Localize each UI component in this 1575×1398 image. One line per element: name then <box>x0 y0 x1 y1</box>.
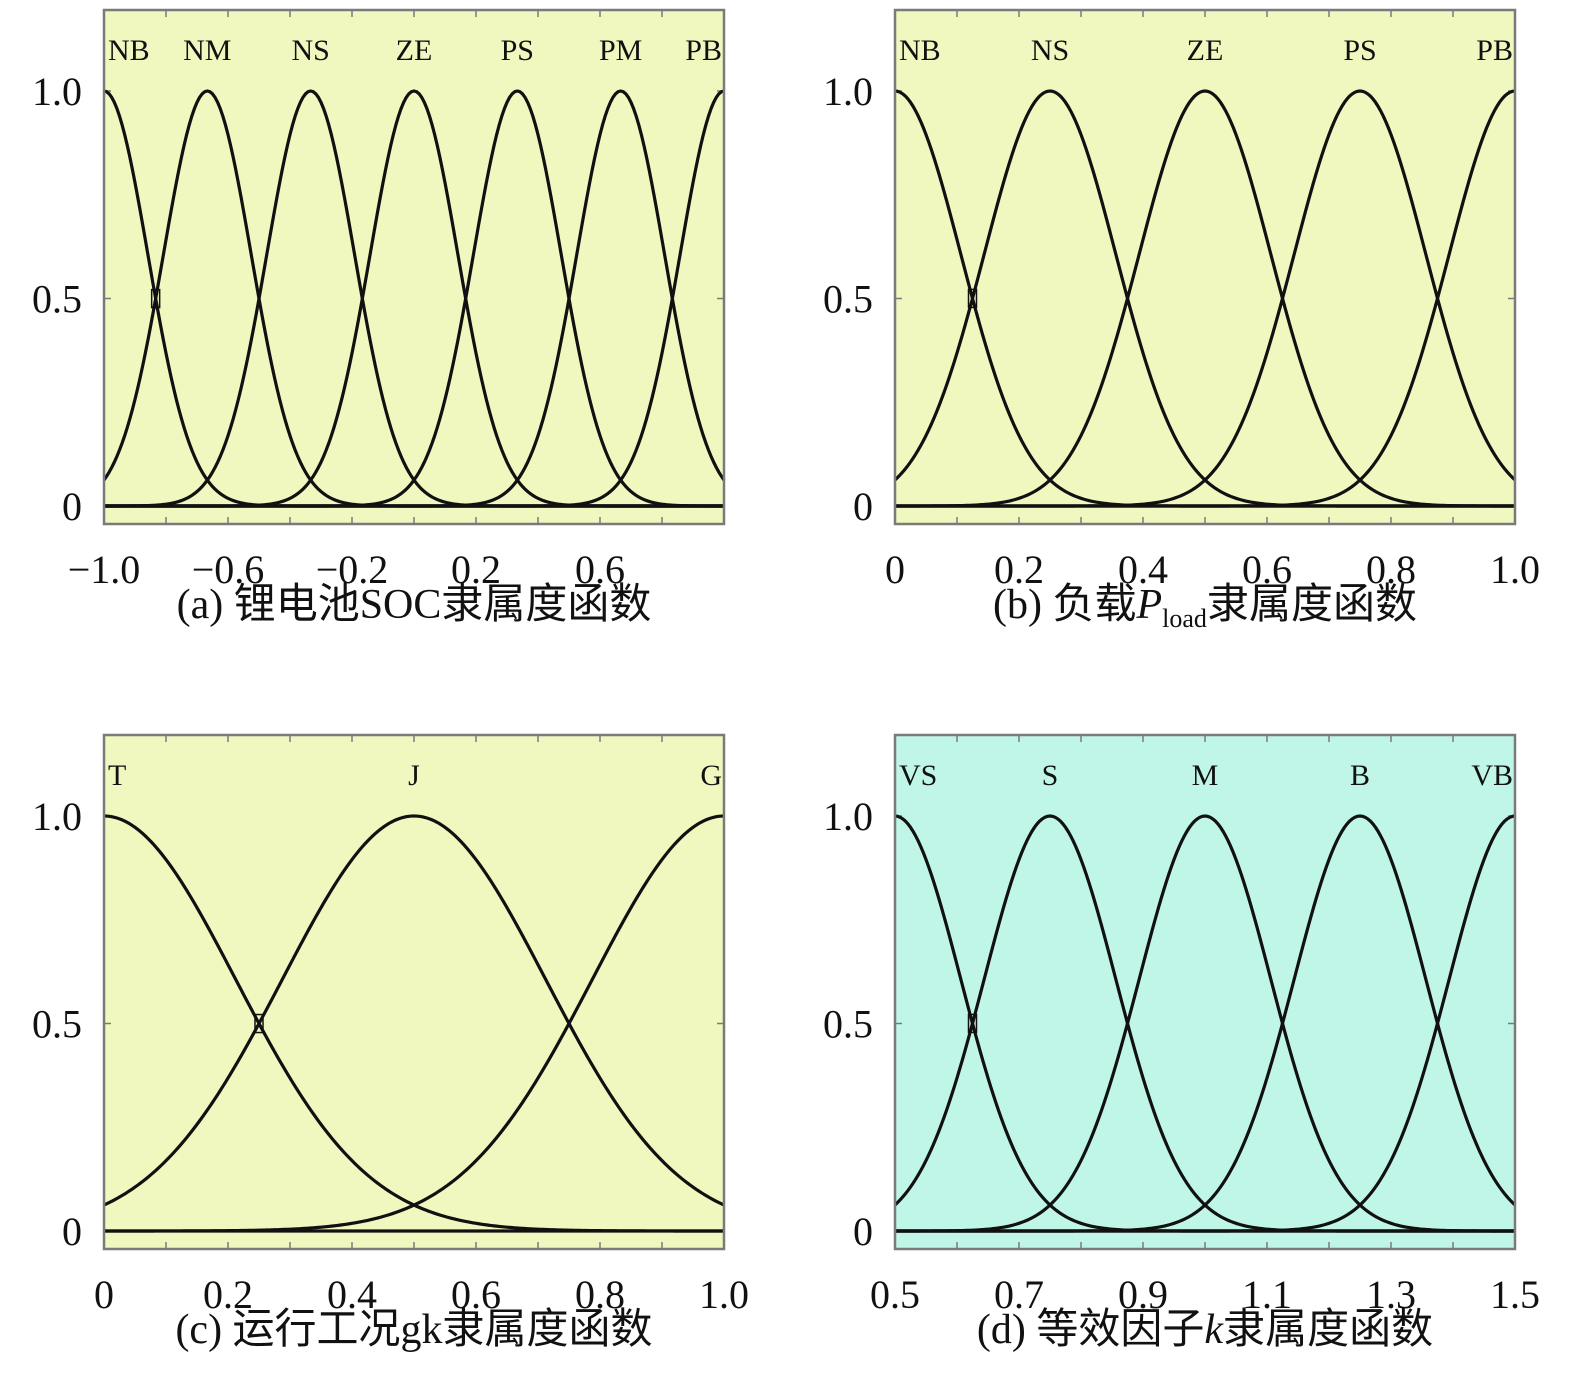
x-tick-label-b: 0.8 <box>1366 547 1416 592</box>
mf-label-d-m: M <box>1192 759 1219 792</box>
caption-c: (c) 运行工况gk隶属度函数 <box>44 1295 784 1356</box>
x-tick-label-d: 0.7 <box>994 1272 1044 1317</box>
plot-frame-a <box>102 8 726 526</box>
x-tick-label-d: 1.3 <box>1366 1272 1416 1317</box>
plot-frame-b <box>893 8 1517 526</box>
y-tick-label-b: 0 <box>853 484 873 529</box>
x-tick-label-c: 0.2 <box>203 1272 253 1317</box>
mf-label-a-pb: PB <box>685 34 722 67</box>
mf-label-b-pb: PB <box>1476 34 1513 67</box>
x-tick-label-b: 0.6 <box>1242 547 1292 592</box>
caption-a-prefix: (a) 锂电池SOC隶属度函数 <box>176 582 652 628</box>
mf-label-d-b: B <box>1350 759 1370 792</box>
x-tick-label-d: 1.5 <box>1490 1272 1540 1317</box>
x-tick-label-b: 0 <box>885 547 905 592</box>
mf-label-a-nb: NB <box>108 34 150 67</box>
caption-c-prefix: (c) 运行工况gk隶属度函数 <box>175 1307 653 1353</box>
x-tick-label-a: −0.6 <box>192 547 265 592</box>
x-tick-label-a: −1.0 <box>68 547 141 592</box>
y-tick-label-b: 0.5 <box>823 277 873 322</box>
x-tick-label-a: 0.6 <box>575 547 625 592</box>
caption-b-prefix: (b) 负载 <box>993 582 1137 628</box>
plot-area-a <box>104 10 724 524</box>
y-tick-label-a: 0.5 <box>32 277 82 322</box>
x-tick-label-c: 0.4 <box>327 1272 377 1317</box>
x-tick-label-c: 0.6 <box>451 1272 501 1317</box>
x-tick-label-a: −0.2 <box>316 547 389 592</box>
mf-label-b-nb: NB <box>899 34 941 67</box>
caption-a: (a) 锂电池SOC隶属度函数 <box>44 570 784 631</box>
y-tick-label-b: 1.0 <box>823 69 873 114</box>
caption-d-suffix: 隶属度函数 <box>1223 1307 1434 1353</box>
x-tick-label-c: 1.0 <box>699 1272 749 1317</box>
mf-curve-d-m <box>895 814 1515 1233</box>
x-tick-label-d: 1.1 <box>1242 1272 1292 1317</box>
y-tick-label-c: 1.0 <box>32 794 82 839</box>
crossing-marker-d <box>967 1013 978 1034</box>
mf-label-b-ze: ZE <box>1187 34 1224 67</box>
plot-area-c <box>104 735 724 1249</box>
mf-label-c-g: G <box>700 759 722 792</box>
crossing-marker-a <box>150 288 161 309</box>
x-tick-label-b: 0.4 <box>1118 547 1168 592</box>
x-tick-label-d: 0.5 <box>870 1272 920 1317</box>
mf-label-d-s: S <box>1042 759 1059 792</box>
crossing-marker-b <box>967 288 978 309</box>
caption-b-variable: P <box>1136 582 1163 628</box>
caption-d: (d) 等效因子k隶属度函数 <box>835 1295 1575 1356</box>
y-tick-label-d: 0 <box>853 1209 873 1254</box>
y-tick-label-c: 0 <box>62 1209 82 1254</box>
x-tick-label-a: 0.2 <box>451 547 501 592</box>
caption-d-variable: k <box>1204 1307 1224 1353</box>
mf-label-a-pm: PM <box>599 34 642 67</box>
mf-label-b-ps: PS <box>1343 34 1376 67</box>
x-tick-label-c: 0 <box>94 1272 114 1317</box>
caption-b-subscript: load <box>1162 604 1207 634</box>
mf-label-a-ns: NS <box>291 34 329 67</box>
x-tick-label-c: 0.8 <box>575 1272 625 1317</box>
plot-area-b <box>895 10 1515 524</box>
x-tick-label-b: 1.0 <box>1490 547 1540 592</box>
y-tick-label-a: 1.0 <box>32 69 82 114</box>
y-tick-label-d: 0.5 <box>823 1002 873 1047</box>
mf-label-a-ze: ZE <box>396 34 433 67</box>
mf-label-c-j: J <box>408 759 420 792</box>
y-tick-label-c: 0.5 <box>32 1002 82 1047</box>
caption-b-suffix: 隶属度函数 <box>1206 582 1417 628</box>
plot-frame-d <box>893 733 1517 1251</box>
x-tick-label-d: 0.9 <box>1118 1272 1168 1317</box>
caption-d-prefix: (d) 等效因子 <box>976 1307 1205 1353</box>
mf-label-c-t: T <box>108 759 126 792</box>
mf-label-a-nm: NM <box>183 34 231 67</box>
mf-curve-b-ze <box>895 89 1515 508</box>
caption-b: (b) 负载Pload隶属度函数 <box>835 570 1575 634</box>
mf-label-d-vs: VS <box>899 759 937 792</box>
plot-area-d <box>895 735 1515 1249</box>
y-tick-label-a: 0 <box>62 484 82 529</box>
mf-label-d-vb: VB <box>1471 759 1513 792</box>
x-tick-label-b: 0.2 <box>994 547 1044 592</box>
mf-label-b-ns: NS <box>1031 34 1069 67</box>
plot-frame-c <box>102 733 726 1251</box>
y-tick-label-d: 1.0 <box>823 794 873 839</box>
crossing-marker-c <box>254 1013 264 1034</box>
mf-curve-c-j <box>103 814 725 1207</box>
mf-label-a-ps: PS <box>501 34 534 67</box>
